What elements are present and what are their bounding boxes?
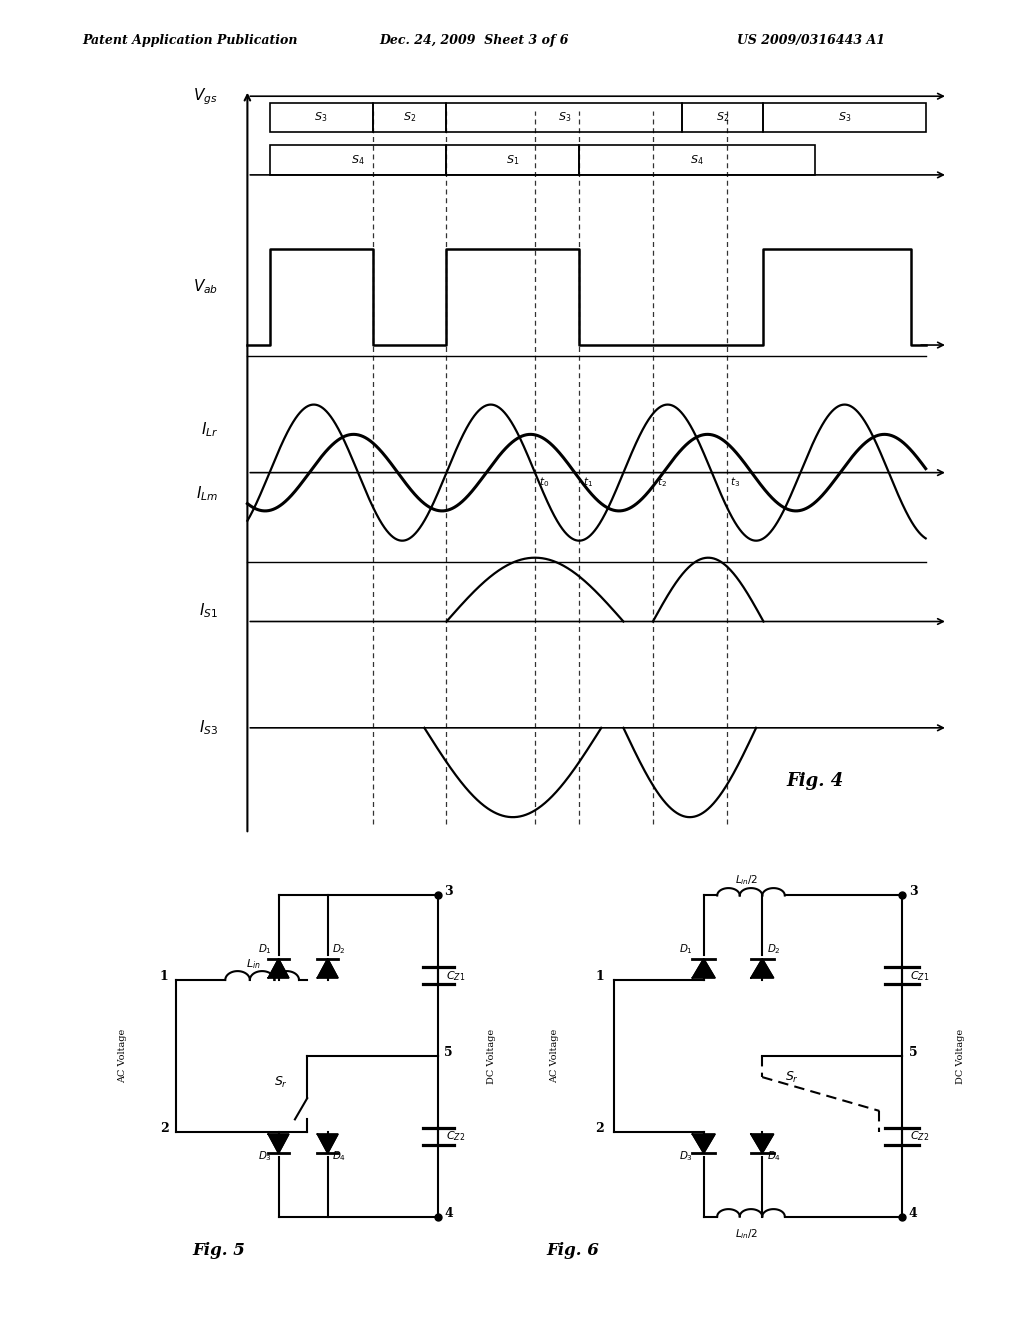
Polygon shape (751, 1134, 773, 1154)
Text: $S_2$: $S_2$ (403, 111, 416, 124)
Text: $I_{Lr}$: $I_{Lr}$ (201, 421, 218, 440)
Polygon shape (692, 1134, 715, 1154)
Text: 3: 3 (444, 886, 453, 899)
Text: $t_2$: $t_2$ (656, 475, 667, 488)
Bar (373, 103, 446, 132)
Bar (580, 145, 815, 176)
Text: US 2009/0316443 A1: US 2009/0316443 A1 (737, 33, 886, 46)
Text: $S_4$: $S_4$ (690, 153, 703, 166)
Text: DC Voltage: DC Voltage (487, 1028, 496, 1084)
Text: Fig. 4: Fig. 4 (786, 772, 844, 789)
Text: $D_1$: $D_1$ (679, 942, 693, 956)
Text: 5: 5 (908, 1045, 918, 1059)
Text: $D_4$: $D_4$ (332, 1150, 346, 1163)
Text: 2: 2 (596, 1122, 604, 1135)
Polygon shape (751, 958, 773, 978)
Polygon shape (317, 958, 338, 978)
Text: $C_{Z1}$: $C_{Z1}$ (445, 969, 465, 982)
Polygon shape (692, 958, 715, 978)
Polygon shape (317, 1134, 338, 1154)
Text: $t_3$: $t_3$ (730, 475, 740, 488)
Polygon shape (268, 958, 289, 978)
Text: $I_{S3}$: $I_{S3}$ (199, 718, 218, 737)
Text: 1: 1 (160, 970, 169, 983)
Text: $S_1$: $S_1$ (506, 153, 519, 166)
Text: $C_{Z2}$: $C_{Z2}$ (445, 1130, 465, 1143)
Text: Dec. 24, 2009  Sheet 3 of 6: Dec. 24, 2009 Sheet 3 of 6 (379, 33, 568, 46)
Text: $D_2$: $D_2$ (767, 942, 780, 956)
Text: Patent Application Publication: Patent Application Publication (82, 33, 297, 46)
Polygon shape (268, 1134, 289, 1154)
Text: 2: 2 (160, 1122, 169, 1135)
Text: $S_2$: $S_2$ (717, 111, 729, 124)
Text: $I_{Lm}$: $I_{Lm}$ (196, 484, 218, 503)
Text: Fig. 5: Fig. 5 (193, 1242, 246, 1258)
Text: $S_r$: $S_r$ (784, 1071, 799, 1085)
Text: 4: 4 (908, 1206, 918, 1220)
Text: $t_1$: $t_1$ (583, 475, 593, 488)
Text: $S_3$: $S_3$ (838, 111, 851, 124)
Text: $S_3$: $S_3$ (558, 111, 571, 124)
Bar (269, 103, 373, 132)
Text: 1: 1 (596, 970, 604, 983)
Text: $S_4$: $S_4$ (351, 153, 365, 166)
Text: 3: 3 (908, 886, 918, 899)
Text: $L_{in}$: $L_{in}$ (246, 957, 260, 972)
Bar (682, 103, 764, 132)
Text: $L_{in}/2$: $L_{in}/2$ (735, 873, 758, 887)
Bar (269, 145, 446, 176)
Text: 5: 5 (444, 1045, 453, 1059)
Text: $C_{Z1}$: $C_{Z1}$ (910, 969, 930, 982)
Text: $C_{Z2}$: $C_{Z2}$ (910, 1130, 930, 1143)
Text: DC Voltage: DC Voltage (956, 1028, 965, 1084)
Text: 4: 4 (444, 1206, 454, 1220)
Text: AC Voltage: AC Voltage (119, 1028, 127, 1084)
Text: $D_3$: $D_3$ (679, 1150, 693, 1163)
Text: $D_1$: $D_1$ (258, 942, 272, 956)
Text: $S_3$: $S_3$ (314, 111, 328, 124)
Bar (764, 103, 926, 132)
Text: $D_3$: $D_3$ (258, 1150, 272, 1163)
Text: $D_2$: $D_2$ (332, 942, 346, 956)
Text: Fig. 6: Fig. 6 (546, 1242, 599, 1258)
Text: $I_{S1}$: $I_{S1}$ (199, 602, 218, 620)
Bar (446, 145, 580, 176)
Text: $S_r$: $S_r$ (274, 1074, 289, 1090)
Text: $L_{in}/2$: $L_{in}/2$ (735, 1228, 758, 1241)
Text: AC Voltage: AC Voltage (551, 1028, 559, 1084)
Text: $V_{gs}$: $V_{gs}$ (194, 86, 218, 107)
Text: $V_{ab}$: $V_{ab}$ (193, 277, 218, 296)
Text: $t_0$: $t_0$ (539, 475, 549, 488)
Bar (446, 103, 682, 132)
Text: $D_4$: $D_4$ (767, 1150, 781, 1163)
